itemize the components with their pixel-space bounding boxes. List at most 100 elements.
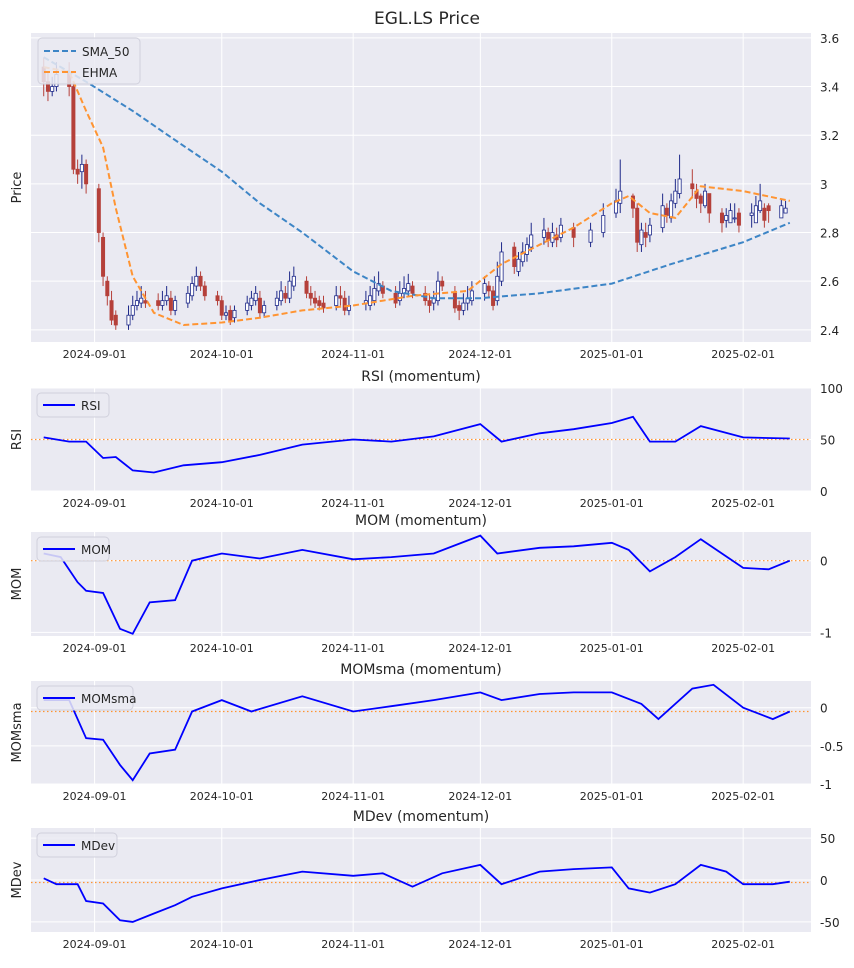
y-tick-label: 3.4 [820, 81, 839, 95]
x-tick-label: 2025-01-01 [580, 348, 644, 361]
x-tick-label: 2024-10-01 [190, 790, 254, 803]
panel-4: 2024-09-01 2024-10-01 2024-11-01 2024-12-01… [10, 662, 843, 803]
candle-body [219, 300, 224, 316]
candle-body [287, 280, 292, 299]
x-tick-label: 2024-09-01 [63, 938, 127, 951]
candle-body [262, 305, 267, 314]
y-tick-label: 50 [820, 832, 835, 846]
candle-body [198, 275, 203, 287]
candle-body [160, 300, 165, 306]
x-tick-label: 2024-11-01 [321, 497, 385, 510]
x-tick-label: 2024-09-01 [63, 348, 127, 361]
x-tick-label: 2024-12-01 [448, 642, 512, 655]
candle-body [457, 305, 462, 311]
panel-5: 2024-09-01 2024-10-01 2024-11-01 2024-12-01… [10, 809, 840, 951]
subplot-title: MDev (momentum) [353, 809, 489, 825]
candle-body [223, 312, 228, 316]
candle-body [245, 302, 250, 311]
candle-body [274, 297, 279, 306]
candle-body [588, 229, 593, 243]
subplot-title: RSI (momentum) [361, 369, 480, 385]
y-tick-label: 2.4 [820, 324, 839, 338]
y-axis-label: Price [10, 172, 25, 204]
x-tick-label: 2025-01-01 [580, 497, 644, 510]
candle-body [690, 183, 695, 190]
candle-body [724, 215, 729, 221]
candle-body [486, 285, 491, 292]
y-tick-label: 3.2 [820, 129, 839, 143]
candle-body [664, 207, 669, 216]
candle-body [185, 292, 190, 304]
candle-body [461, 302, 466, 311]
series-line [43, 534, 791, 635]
candle-body [139, 297, 144, 304]
y-axis-label: RSI [10, 429, 25, 450]
panel-3: 2024-09-01 2024-10-01 2024-11-01 2024-12-01… [10, 513, 832, 655]
candle-body [71, 86, 76, 170]
candle-body [558, 224, 563, 238]
candle-body [156, 300, 161, 306]
x-tick-label: 2025-01-01 [580, 790, 644, 803]
candle-body [427, 300, 432, 306]
y-tick-label: 0 [820, 702, 828, 716]
candle-body [101, 236, 106, 277]
panel-2: 2024-09-01 2024-10-01 2024-11-01 2024-12-01… [10, 369, 843, 510]
candle-body [766, 205, 771, 212]
x-tick-label: 2025-01-01 [580, 938, 644, 951]
y-tick-label: 3 [820, 178, 828, 192]
panel-1: 2024-09-01 2024-10-01 2024-11-01 2024-12-01… [10, 32, 839, 361]
y-tick-label: 3.6 [820, 32, 839, 46]
y-tick-label: -50 [820, 916, 840, 930]
candle-body [630, 195, 635, 209]
legend-label: MOM [81, 543, 111, 557]
candle-body [703, 190, 708, 207]
series-line-sma-50 [43, 56, 791, 300]
series-line [43, 863, 790, 923]
candle-body [440, 280, 445, 287]
candle-body [618, 190, 623, 204]
legend-label: MDev [81, 839, 115, 853]
candle-body [372, 288, 377, 302]
candle-body [673, 190, 678, 204]
y-tick-label: 50 [820, 434, 835, 448]
candle-body [75, 168, 80, 175]
y-axis-label: MOM [10, 568, 25, 601]
candle-body [749, 212, 754, 216]
candle-body [393, 292, 398, 304]
candle-body [308, 292, 313, 299]
candle-body [215, 295, 220, 302]
candle-body [173, 300, 178, 311]
candle-body [728, 210, 733, 224]
legend-box [36, 832, 118, 858]
candle-body [601, 215, 606, 233]
x-tick-label: 2024-12-01 [448, 938, 512, 951]
legend-label: SMA_50 [82, 45, 129, 59]
candle-body [541, 229, 546, 238]
candle-body [168, 297, 173, 311]
candle-body [134, 300, 139, 306]
candle-body [253, 292, 258, 302]
subplot-title: MOMsma (momentum) [340, 662, 501, 678]
x-tick-label: 2024-12-01 [448, 348, 512, 361]
candle-body [639, 229, 644, 246]
candle-body [228, 309, 233, 321]
plot-area [31, 681, 811, 784]
candle-body [406, 283, 411, 292]
x-tick-label: 2025-02-01 [711, 348, 775, 361]
y-axis-label: MDev [10, 861, 25, 898]
x-tick-label: 2024-09-01 [63, 497, 127, 510]
candle-body [130, 305, 135, 316]
legend-label: EHMA [82, 66, 118, 80]
y-tick-label: 2.8 [820, 227, 839, 241]
x-tick-label: 2024-11-01 [321, 790, 385, 803]
y-tick-label: 0 [820, 874, 828, 888]
candle-body [84, 163, 89, 185]
candle-body [732, 217, 737, 220]
candle-body [469, 290, 474, 302]
legend-label: MOMsma [81, 692, 136, 706]
x-tick-label: 2025-02-01 [711, 790, 775, 803]
candle-body [202, 285, 207, 297]
candle-body [257, 297, 262, 314]
candle-body [232, 309, 237, 319]
y-axis-label: MOMsma [10, 702, 25, 762]
